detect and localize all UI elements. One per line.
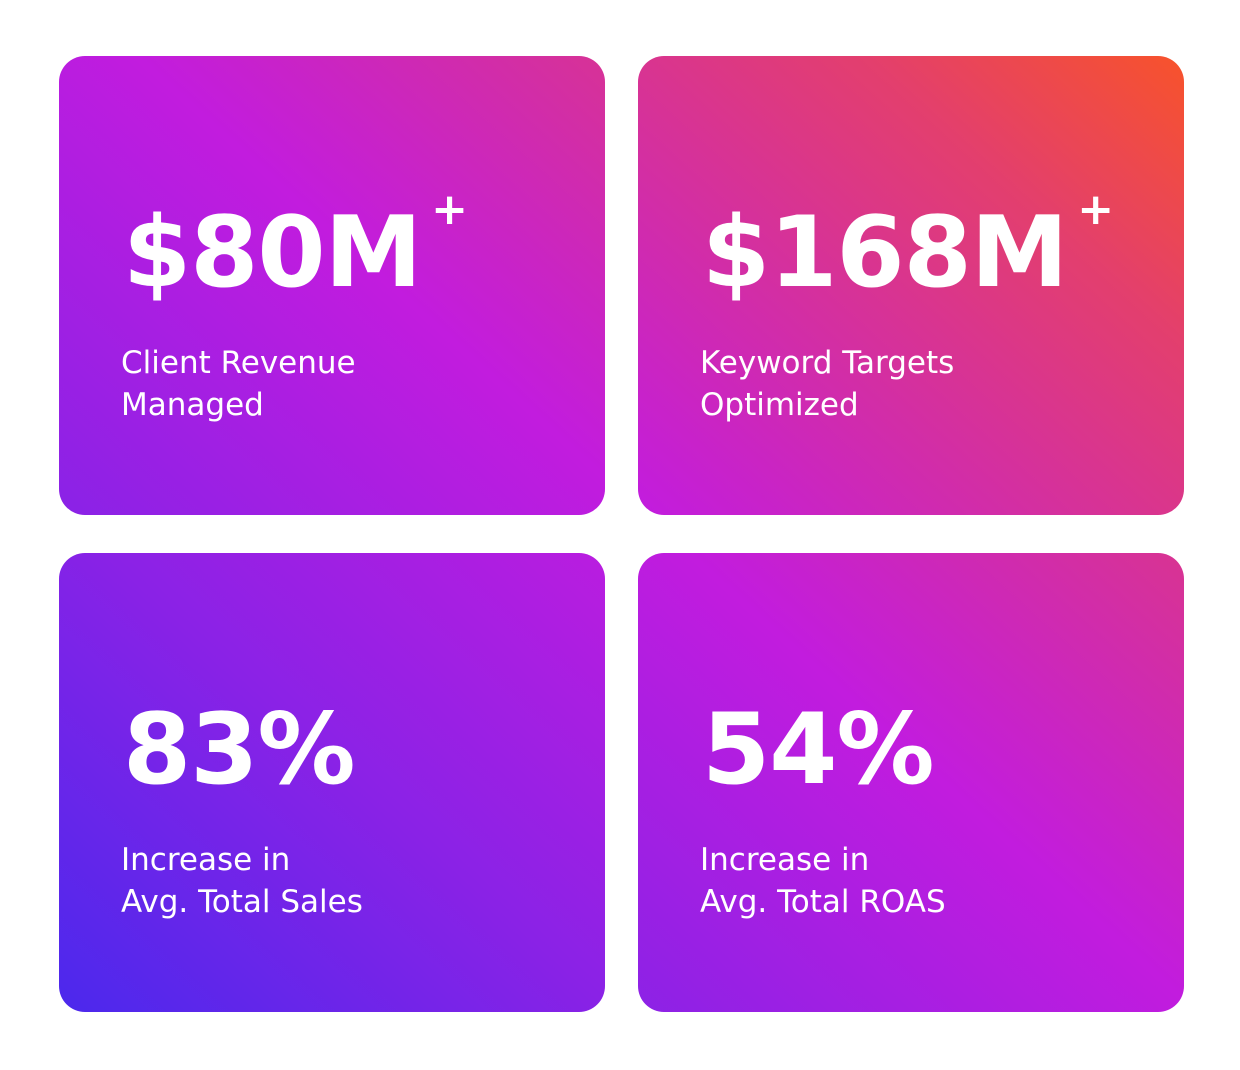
stat-suffix: + [431, 184, 468, 235]
stat-suffix: + [1077, 184, 1114, 235]
stat-card-client-revenue: $80M + Client Revenue Managed [59, 56, 605, 515]
stat-card-keyword-targets: $168M + Keyword Targets Optimized [638, 56, 1184, 515]
stat-label-line: Avg. Total Sales [121, 884, 363, 920]
stat-label-line: Managed [121, 387, 264, 423]
stat-card-total-sales: 83% Increase in Avg. Total Sales [59, 553, 605, 1012]
stat-value: 83% [123, 701, 356, 799]
stat-label: Keyword Targets Optimized [700, 342, 954, 426]
stat-number: $80M [123, 196, 422, 310]
stat-label-line: Increase in [121, 842, 291, 878]
stat-label: Client Revenue Managed [121, 342, 356, 426]
stat-number: 54% [702, 693, 935, 807]
stat-value: 54% [702, 701, 935, 799]
stat-label: Increase in Avg. Total ROAS [700, 839, 946, 923]
stat-value: $168M + [702, 188, 1114, 303]
stat-label-line: Increase in [700, 842, 870, 878]
card-gradient [638, 553, 1184, 1012]
stat-card-total-roas: 54% Increase in Avg. Total ROAS [638, 553, 1184, 1012]
card-gradient [59, 553, 605, 1012]
stat-label: Increase in Avg. Total Sales [121, 839, 363, 923]
stat-value: $80M + [123, 188, 468, 303]
card-gradient [59, 56, 605, 515]
stat-label-line: Optimized [700, 387, 859, 423]
card-gradient [638, 56, 1184, 515]
stat-number: $168M [702, 196, 1068, 310]
stat-label-line: Avg. Total ROAS [700, 884, 946, 920]
stat-label-line: Keyword Targets [700, 345, 955, 381]
stat-number: 83% [123, 693, 356, 807]
stat-label-line: Client Revenue [121, 345, 356, 381]
